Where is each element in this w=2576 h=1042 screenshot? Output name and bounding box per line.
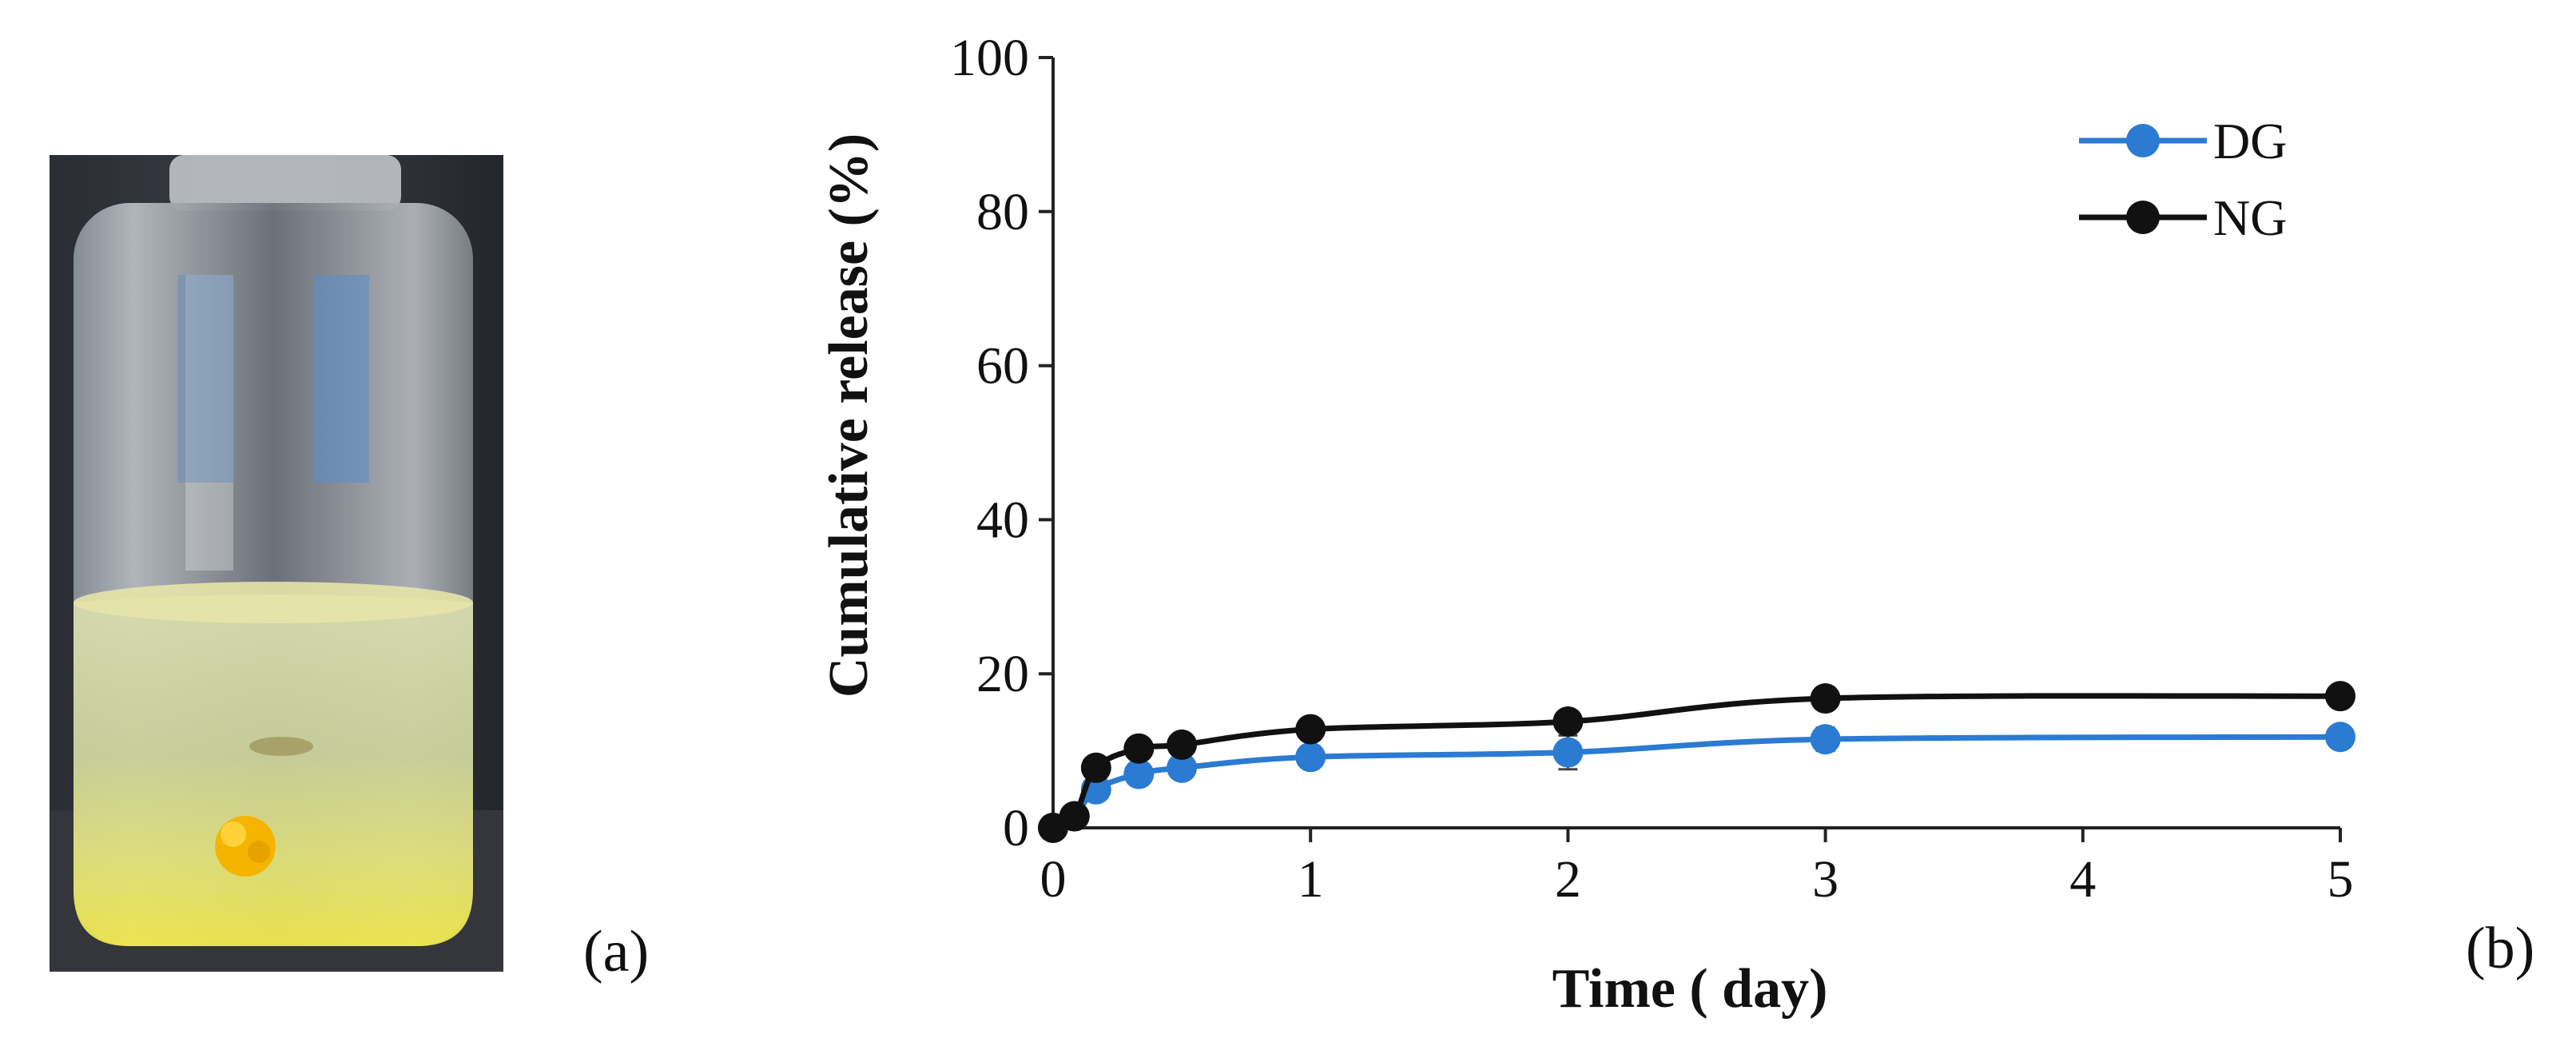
y-axis-title: Cumulative release (%) bbox=[818, 133, 880, 698]
x-tick-label: 2 bbox=[1555, 850, 1581, 909]
series-dg-line bbox=[1051, 734, 2341, 831]
y-tick-label: 40 bbox=[976, 491, 1029, 549]
x-axis-ticks: 0 1 2 3 4 5 bbox=[1040, 828, 2354, 909]
x-tick-label: 1 bbox=[1298, 850, 1324, 909]
chart-legend: DG NG bbox=[2079, 113, 2287, 246]
legend-marker-ng bbox=[2126, 201, 2160, 234]
legend-label-ng: NG bbox=[2213, 189, 2287, 246]
data-point-ng bbox=[2325, 681, 2355, 712]
data-point-dg bbox=[1295, 742, 1326, 773]
legend-marker-dg bbox=[2126, 124, 2160, 157]
y-axis-ticks: 0 20 40 60 80 100 bbox=[950, 29, 1053, 857]
y-tick-label: 60 bbox=[976, 337, 1029, 396]
panel-a-label: (a) bbox=[583, 919, 650, 984]
data-point-ng bbox=[1552, 706, 1584, 737]
data-point-ng bbox=[1080, 752, 1111, 783]
series-ng bbox=[1038, 681, 2355, 843]
data-point-ng bbox=[1059, 801, 1090, 832]
x-tick-label: 0 bbox=[1040, 850, 1067, 909]
x-tick-label: 4 bbox=[2069, 850, 2096, 909]
panel-b-label: (b) bbox=[2466, 916, 2535, 981]
data-point-dg bbox=[1552, 737, 1584, 768]
data-point-dg bbox=[1167, 752, 1198, 783]
legend-label-dg: DG bbox=[2213, 113, 2287, 169]
data-point-ng bbox=[1295, 714, 1326, 745]
data-point-ng bbox=[1167, 729, 1198, 760]
chart-series bbox=[1038, 681, 2355, 843]
vial-photo bbox=[50, 155, 503, 972]
chart-axes bbox=[1051, 58, 2340, 829]
series-dg bbox=[1038, 722, 2355, 843]
x-axis-title: Time ( day) bbox=[1552, 958, 1828, 1020]
data-point-ng bbox=[1123, 733, 1155, 764]
x-tick-label: 3 bbox=[1812, 850, 1839, 909]
y-tick-label: 0 bbox=[1003, 799, 1029, 857]
data-point-dg bbox=[1810, 724, 1841, 755]
y-tick-label: 100 bbox=[950, 29, 1029, 87]
data-point-ng bbox=[1810, 683, 1841, 714]
x-tick-label: 5 bbox=[2328, 850, 2354, 909]
data-point-dg bbox=[1123, 758, 1155, 789]
data-point-dg bbox=[2325, 722, 2355, 753]
y-tick-label: 80 bbox=[976, 183, 1029, 241]
y-tick-label: 20 bbox=[976, 645, 1029, 703]
